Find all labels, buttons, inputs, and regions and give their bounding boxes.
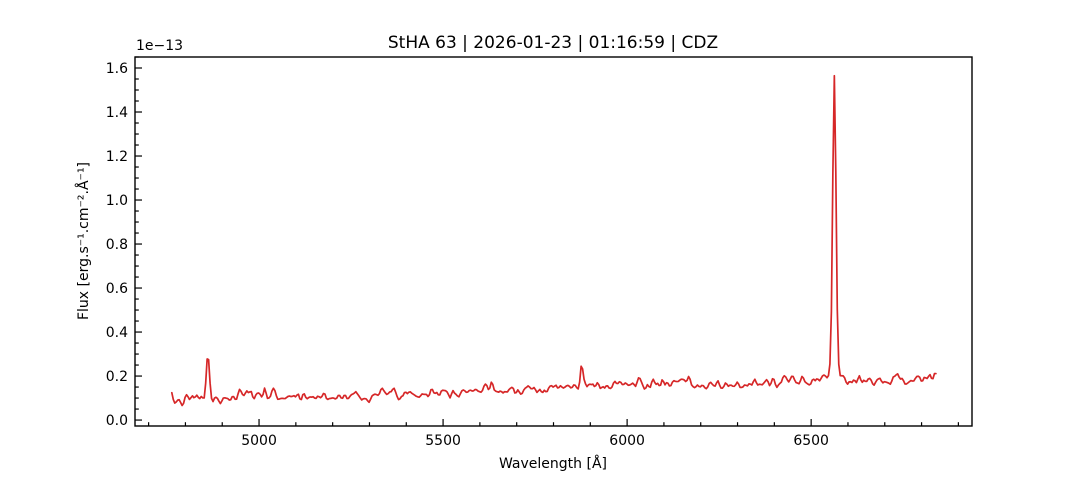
y-axis-offset-exponent: 1e−13 <box>136 38 183 54</box>
y-tick-label: 0.2 <box>106 369 128 385</box>
x-axis-label: Wavelength [Å] <box>499 455 607 472</box>
x-tick-label: 6500 <box>793 433 829 449</box>
x-tick-label: 6000 <box>609 433 645 449</box>
x-tick-label: 5500 <box>425 433 461 449</box>
y-tick-label: 1.4 <box>106 105 128 121</box>
spectrum-line <box>170 74 937 407</box>
chart-title: StHA 63 | 2026-01-23 | 01:16:59 | CDZ <box>388 33 718 53</box>
y-tick-label: 1.0 <box>106 193 128 209</box>
y-tick-label: 0.6 <box>106 281 128 297</box>
axes-frame <box>134 56 973 427</box>
y-tick-label: 0.0 <box>106 413 128 429</box>
y-tick-label: 0.8 <box>106 237 128 253</box>
y-tick-label: 0.4 <box>106 325 128 341</box>
y-tick-label: 1.2 <box>106 149 128 165</box>
y-tick-label: 1.6 <box>106 61 128 77</box>
y-axis-label: Flux [erg.s⁻¹.cm⁻².Å⁻¹] <box>75 162 92 320</box>
x-tick-label: 5000 <box>241 433 277 449</box>
axis-tick-labels: 5000 5500 6000 6500 0.0 0.2 0.4 0.6 0.8 1.0 1.2 1.4… <box>106 61 829 449</box>
